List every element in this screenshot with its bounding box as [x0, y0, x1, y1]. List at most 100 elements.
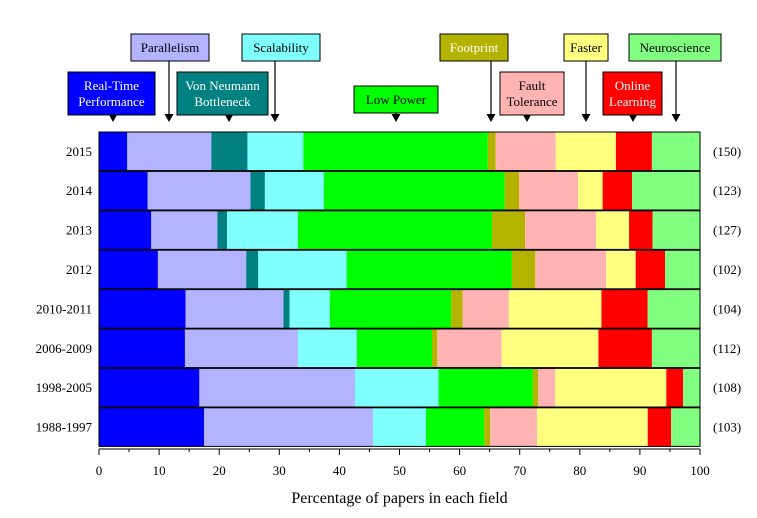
bar-segment [632, 171, 701, 210]
legend-label: Footprint [450, 40, 499, 55]
bar-segment [665, 250, 701, 289]
bar-outline [98, 289, 701, 329]
bar-segment [671, 407, 700, 447]
arrow-icon [224, 114, 234, 122]
bar-segment [601, 289, 648, 329]
bar-segment [504, 171, 520, 210]
count-label: (112) [713, 341, 741, 356]
bar-segment [184, 329, 298, 368]
legend-label: Online [615, 78, 651, 93]
bar-segment [537, 407, 648, 447]
arrow-icon [108, 114, 118, 122]
bar-segment [258, 250, 347, 289]
category-label: 1998-2005 [36, 380, 92, 395]
bar-outline [98, 407, 701, 447]
category-label: 1988-1997 [36, 420, 93, 435]
legend-swatch-box [67, 71, 156, 116]
bar-segment [373, 407, 426, 447]
bar-segment [289, 289, 330, 329]
bar-segment [264, 171, 324, 210]
bar-segment [438, 368, 533, 407]
arrow-icon [486, 114, 496, 122]
legend-item: Parallelism [130, 33, 210, 122]
bar-segment [329, 289, 452, 329]
bar-segment [246, 250, 259, 289]
bar-segment [127, 132, 212, 171]
bar-segment [99, 289, 186, 329]
legend-swatch-box [353, 85, 439, 114]
bar-segment [525, 210, 597, 250]
legend-label: Real-Time [84, 78, 139, 93]
legend-swatch-box [130, 33, 210, 62]
bar-segment [250, 171, 265, 210]
bar-segment [323, 171, 505, 210]
bar-segment [555, 368, 667, 407]
bars-layer [98, 131, 701, 447]
bar-segment [451, 289, 463, 329]
bar-outline [98, 328, 701, 369]
bar-segment [199, 368, 356, 407]
legend-swatch-box [241, 33, 321, 62]
bar-segment [596, 210, 630, 250]
bar-segment [425, 407, 485, 447]
legend-item: Scalability [241, 33, 321, 122]
bar-outline [98, 170, 701, 211]
arrow-icon [628, 114, 638, 122]
x-tick-label: 50 [393, 463, 406, 478]
arrow-icon [581, 114, 591, 122]
bar-segment [511, 250, 536, 289]
bar-outline [98, 367, 701, 408]
count-label: (123) [713, 183, 741, 198]
category-label: 2006-2009 [36, 341, 92, 356]
bar-segment [538, 368, 556, 407]
bar-segment [355, 368, 439, 407]
legend-swatch-box [602, 71, 663, 116]
bar-segment [99, 329, 185, 368]
bar-segment [303, 132, 488, 171]
x-tick-label: 0 [96, 463, 103, 478]
bar-segment [652, 210, 700, 250]
legend-label: Faster [570, 40, 602, 55]
x-tick-label: 90 [633, 463, 646, 478]
legend-swatch-box [439, 33, 509, 62]
bar-segment [211, 132, 248, 171]
x-axis-ticks: 0 10 20 30 40 50 60 70 80 90 100 [96, 449, 710, 478]
x-tick-label: 80 [573, 463, 586, 478]
bar-segment [598, 329, 652, 368]
bar-segment [484, 407, 491, 447]
bar-segment [437, 329, 502, 368]
count-label: (127) [713, 223, 741, 238]
bar-segment [666, 368, 684, 407]
bar-outline [98, 131, 701, 172]
legend-label: Fault [519, 78, 546, 93]
legend-label: Low Power [366, 92, 427, 107]
legend-swatch-box [176, 71, 269, 116]
count-label: (102) [713, 262, 741, 277]
legend-swatch-box [628, 33, 722, 62]
bar-segment [487, 132, 496, 171]
legend-swatch-box [499, 71, 565, 116]
x-tick-label: 30 [273, 463, 286, 478]
count-label: (104) [713, 301, 741, 316]
bar-segment [651, 329, 700, 368]
category-label: 2014 [66, 183, 93, 198]
bar-segment [346, 250, 512, 289]
count-labels: (150) (123) (127) (102) (104) (112) (108) (103) [713, 144, 741, 435]
legend-item: Neuroscience [628, 33, 722, 122]
legend-label: Tolerance [506, 94, 557, 109]
x-tick-label: 100 [690, 463, 710, 478]
arrow-icon [164, 114, 174, 122]
count-label: (108) [713, 380, 741, 395]
bar-segment [99, 368, 200, 407]
bar-segment [532, 368, 539, 407]
x-axis: 0 10 20 30 40 50 60 70 80 90 100 [96, 448, 710, 478]
bar-segment [157, 250, 247, 289]
arrow-icon [671, 114, 681, 122]
category-label: 2012 [66, 262, 92, 277]
x-tick-label: 70 [513, 463, 526, 478]
legend-label: Performance [78, 94, 145, 109]
legend-label: Learning [609, 94, 656, 109]
x-axis-title: Percentage of papers in each field [291, 490, 507, 507]
